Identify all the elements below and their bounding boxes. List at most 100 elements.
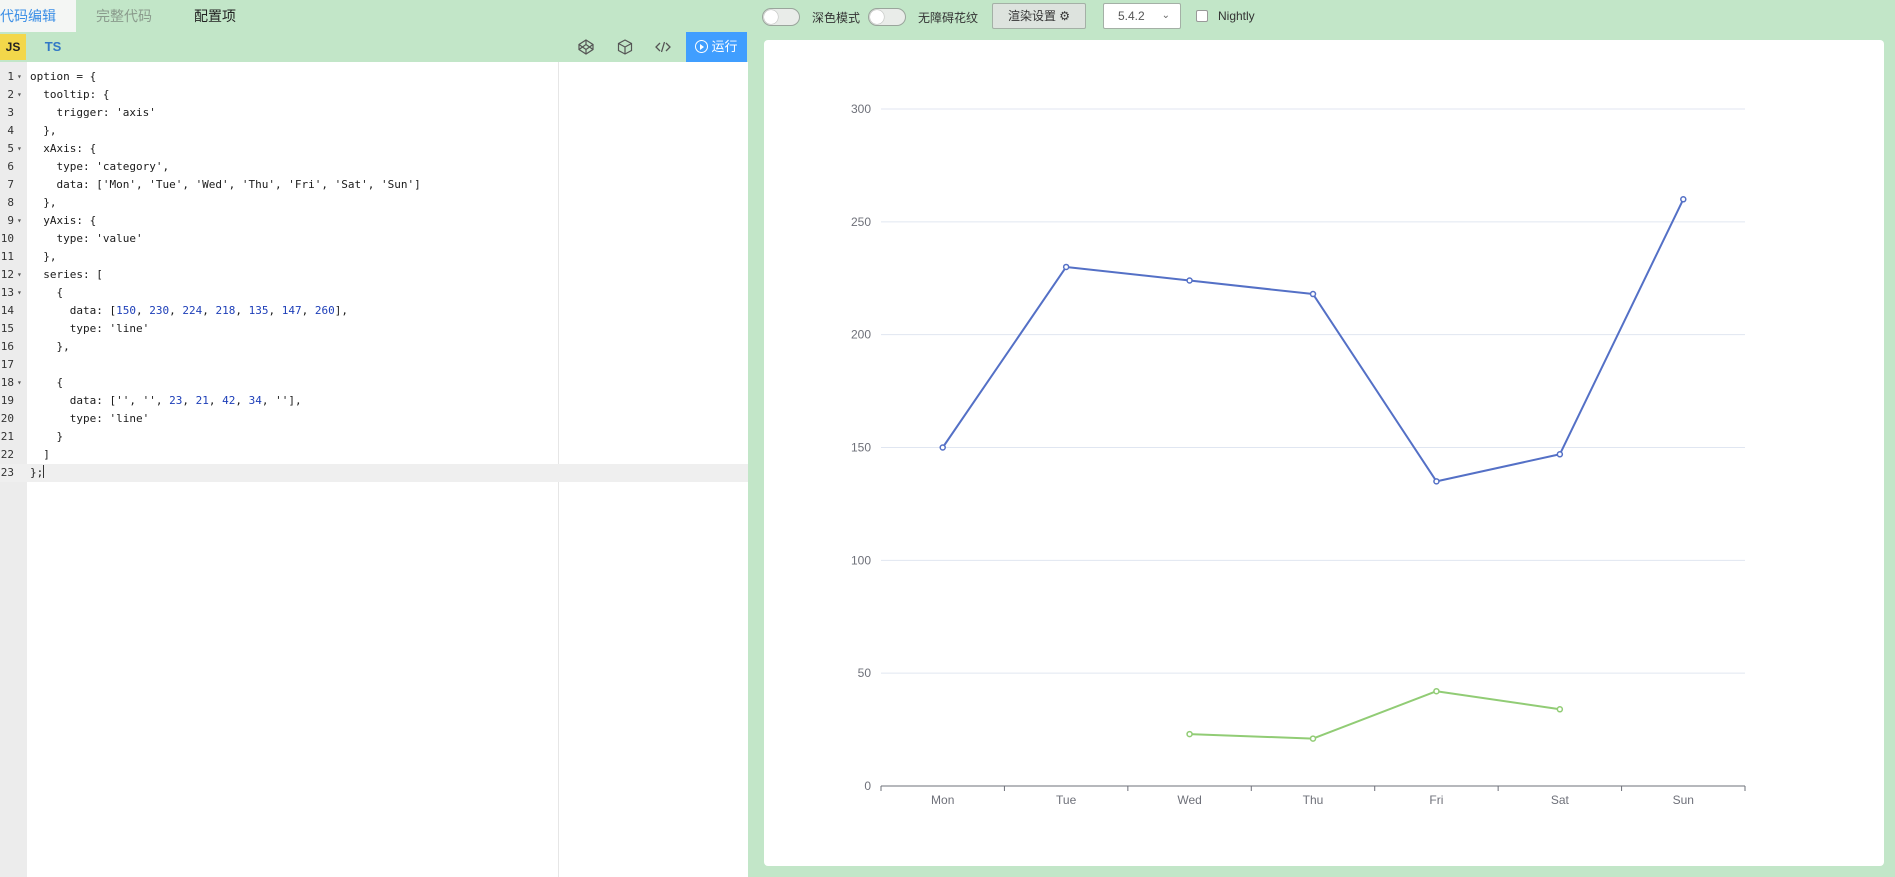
code-text: }; xyxy=(30,465,45,479)
data-point xyxy=(939,444,946,451)
code-line[interactable]: 23}; xyxy=(0,464,748,482)
tab-code-edit[interactable]: 代码编辑 xyxy=(0,0,76,32)
accessibility-label: 无障碍花纹 xyxy=(918,11,979,25)
code-line[interactable]: 5 ▾ xAxis: { xyxy=(0,140,748,158)
code-line[interactable]: 14 data: [150, 230, 224, 218, 135, 147, … xyxy=(0,302,748,320)
y-tick-label: 150 xyxy=(851,441,871,455)
line-number: 22 xyxy=(0,448,14,461)
fold-arrow-icon[interactable]: ▾ xyxy=(17,216,22,225)
lang-js-button[interactable]: JS xyxy=(0,34,26,60)
codepen-icon[interactable] xyxy=(577,38,595,56)
codesandbox-icon[interactable] xyxy=(616,38,634,56)
fold-arrow-icon[interactable]: ▾ xyxy=(17,288,22,297)
code-line[interactable]: 2 ▾ tooltip: { xyxy=(0,86,748,104)
line-number: 16 xyxy=(0,340,14,353)
line-number: 19 xyxy=(0,394,14,407)
code-text: tooltip: { xyxy=(30,88,110,101)
toggle-knob xyxy=(870,10,884,24)
code-text: ] xyxy=(30,448,50,461)
preview-panel: 深色模式 无障碍花纹 渲染设置 ⚙ 5.4.2 ⌄ Nightly 0 50 100… xyxy=(748,0,1895,877)
line-number: 5 xyxy=(7,142,14,155)
editor-tabs: 代码编辑 完整代码 配置项 xyxy=(0,0,748,32)
fold-arrow-icon[interactable]: ▾ xyxy=(17,144,22,153)
code-line[interactable]: 22 ] xyxy=(0,446,748,464)
line-number: 11 xyxy=(0,250,14,263)
series-line xyxy=(1189,690,1561,740)
y-tick-label: 200 xyxy=(851,328,871,342)
code-line[interactable]: 9 ▾ yAxis: { xyxy=(0,212,748,230)
line-number: 20 xyxy=(0,412,14,425)
x-tick-label: Tue xyxy=(1056,793,1077,807)
data-point xyxy=(1680,196,1687,203)
code-text: }, xyxy=(30,250,57,263)
code-line[interactable]: 19 data: ['', '', 23, 21, 42, 34, ''], xyxy=(0,392,748,410)
data-point xyxy=(1309,735,1317,742)
data-point xyxy=(1556,706,1564,713)
y-tick-label: 250 xyxy=(851,215,871,229)
code-text xyxy=(30,356,57,374)
code-line[interactable]: 6 type: 'category', xyxy=(0,158,748,176)
data-point xyxy=(1433,478,1440,485)
code-line[interactable]: 17 xyxy=(0,356,748,374)
line-number: 3 xyxy=(7,106,14,119)
nightly-checkbox[interactable] xyxy=(1196,10,1208,22)
code-line[interactable]: 21 } xyxy=(0,428,748,446)
line-number: 10 xyxy=(0,232,14,245)
tab-config[interactable]: 配置项 xyxy=(194,8,236,24)
version-select[interactable]: 5.4.2 ⌄ xyxy=(1103,3,1181,29)
render-settings-button[interactable]: 渲染设置 ⚙ xyxy=(992,3,1086,29)
x-tick-label: Sat xyxy=(1551,793,1570,807)
data-point xyxy=(1556,451,1564,458)
code-line[interactable]: 7 data: ['Mon', 'Tue', 'Wed', 'Thu', 'Fr… xyxy=(0,176,748,194)
line-number: 12 xyxy=(0,268,14,281)
code-line[interactable]: 12 ▾ series: [ xyxy=(0,266,748,284)
x-tick-label: Thu xyxy=(1303,793,1324,807)
fold-arrow-icon[interactable]: ▾ xyxy=(17,378,22,387)
chevron-down-icon: ⌄ xyxy=(1161,10,1170,21)
x-tick-label: Fri xyxy=(1429,793,1443,807)
code-editor[interactable]: 1 ▾ option = {2 ▾ tooltip: {3 trigger: 'axi… xyxy=(0,62,748,877)
y-tick-label: 300 xyxy=(851,102,871,116)
code-text: type: 'value' xyxy=(30,232,143,245)
fold-arrow-icon[interactable]: ▾ xyxy=(17,270,22,279)
code-text: xAxis: { xyxy=(30,142,97,155)
code-line[interactable]: 18 ▾ { xyxy=(0,374,748,392)
code-line[interactable]: 11 }, xyxy=(0,248,748,266)
code-line[interactable]: 4 }, xyxy=(0,122,748,140)
dark-mode-label: 深色模式 xyxy=(812,11,861,25)
code-line[interactable]: 20 type: 'line' xyxy=(0,410,748,428)
language-toolbar: JS TS 运行 xyxy=(0,32,748,62)
line-number: 14 xyxy=(0,304,14,317)
code-text: option = { xyxy=(30,70,97,83)
fold-arrow-icon[interactable]: ▾ xyxy=(17,90,22,99)
code-line[interactable]: 13 ▾ { xyxy=(0,284,748,302)
code-text: { xyxy=(30,286,64,299)
code-line[interactable]: 1 ▾ option = { xyxy=(0,68,748,86)
fold-arrow-icon[interactable]: ▾ xyxy=(17,72,22,81)
line-number: 9 xyxy=(7,214,14,227)
text-cursor xyxy=(43,465,45,478)
tab-full-code[interactable]: 完整代码 xyxy=(96,8,152,24)
y-tick-label: 0 xyxy=(864,779,871,793)
code-text: data: ['', '', 23, 21, 42, 34, ''], xyxy=(30,394,302,407)
lang-ts-button[interactable]: TS xyxy=(44,39,62,54)
dark-mode-toggle[interactable] xyxy=(762,8,800,26)
code-line[interactable]: 3 trigger: 'axis' xyxy=(0,104,748,122)
code-line[interactable]: 16 }, xyxy=(0,338,748,356)
line-chart: 0 50 100 150 200 250 300 Mon Tue Wed Thu Fri Sat Sun xyxy=(851,102,1746,807)
line-number: 2 xyxy=(7,88,14,101)
code-line[interactable]: 10 type: 'value' xyxy=(0,230,748,248)
accessibility-toggle[interactable] xyxy=(868,8,906,26)
run-button[interactable]: 运行 xyxy=(686,32,747,62)
code-text: }, xyxy=(30,196,57,209)
code-text: yAxis: { xyxy=(30,214,97,227)
data-point xyxy=(1186,277,1193,284)
code-text: data: ['Mon', 'Tue', 'Wed', 'Thu', 'Fri'… xyxy=(30,178,421,191)
code-text: type: 'line' xyxy=(30,322,150,335)
x-tick-label: Mon xyxy=(931,793,954,807)
series-line xyxy=(941,198,1685,483)
code-line[interactable]: 15 type: 'line' xyxy=(0,320,748,338)
code-line[interactable]: 8 }, xyxy=(0,194,748,212)
code-icon[interactable] xyxy=(654,38,672,56)
data-point xyxy=(1186,730,1193,738)
